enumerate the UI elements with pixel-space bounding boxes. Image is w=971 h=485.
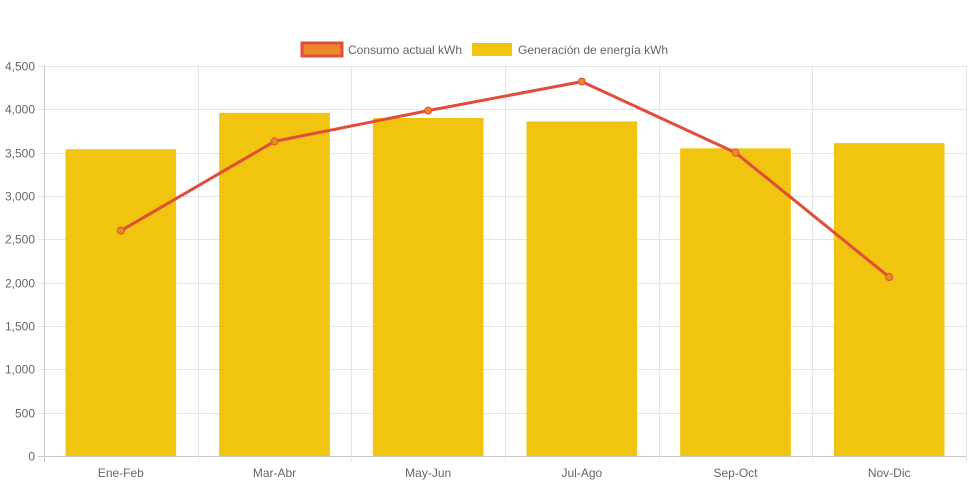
line-point: [116, 226, 125, 235]
series-line: [120, 80, 891, 279]
line-point: [424, 106, 433, 115]
x-tick-label: Sep-Oct: [713, 466, 758, 480]
y-tick-label: 4,500: [5, 60, 35, 74]
y-tick-label: 1,000: [5, 363, 35, 377]
legend-swatch-consumo: [300, 41, 344, 58]
y-tick-label: 1,500: [5, 320, 35, 334]
y-tick-label: 0: [28, 450, 35, 464]
y-tick-label: 500: [15, 407, 35, 421]
legend-item-consumo[interactable]: Consumo actual kWh: [300, 41, 462, 58]
bar: [219, 112, 330, 457]
axes: 0 500 1,000 1,500 2,000 2,500 3,000 3,500 4,000 4…: [5, 60, 911, 481]
bar-series: [65, 112, 945, 457]
line-series: [116, 77, 894, 282]
bar: [372, 118, 484, 456]
y-tick-label: 4,000: [5, 103, 35, 117]
y-tick-label: 2,500: [5, 233, 35, 247]
bar: [680, 148, 791, 457]
y-tick-label: 3,500: [5, 147, 35, 161]
bar: [65, 149, 177, 456]
y-tick-label: 2,000: [5, 277, 35, 291]
bar: [833, 143, 945, 456]
x-tick-label: Mar-Abr: [253, 466, 296, 480]
line-point: [885, 273, 894, 282]
legend-label-generacion: Generación de energía kWh: [518, 43, 668, 57]
legend-swatch-generacion: [472, 43, 512, 56]
x-tick-label: Nov-Dic: [868, 466, 911, 480]
x-tick-label: Ene-Feb: [98, 466, 144, 480]
line-point: [270, 137, 279, 146]
line-point: [577, 77, 586, 86]
bar: [526, 121, 638, 456]
legend[interactable]: Consumo actual kWh Generación de energía…: [300, 41, 668, 58]
legend-label-consumo: Consumo actual kWh: [348, 43, 462, 57]
x-tick-label: May-Jun: [405, 466, 451, 480]
y-tick-label: 3,000: [5, 190, 35, 204]
line-point: [731, 148, 740, 157]
legend-item-generacion[interactable]: Generación de energía kWh: [472, 43, 668, 57]
x-tick-label: Jul-Ago: [561, 466, 602, 480]
grid-lines: [38, 66, 967, 462]
